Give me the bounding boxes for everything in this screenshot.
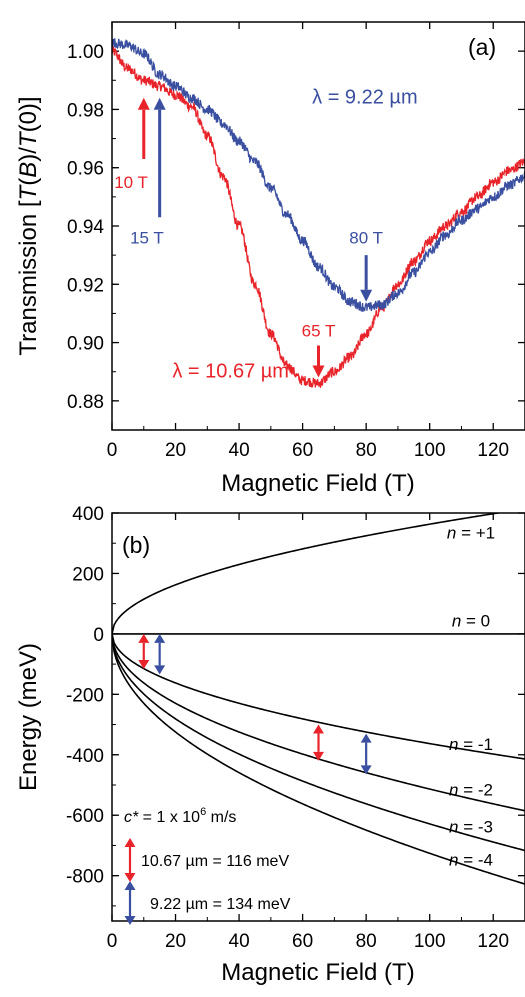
landau-level-label: n = -4: [449, 851, 493, 870]
c-star-symbol: c*: [124, 809, 139, 826]
x-tick-label: 20: [165, 931, 186, 952]
x-tick-label: 60: [292, 440, 313, 461]
x-tick-label: 40: [229, 931, 250, 952]
chart-annotation: λ = 10.67 µm: [172, 361, 289, 383]
landau-level-line: [112, 633, 525, 760]
panel-a-x-axis-label: Magnetic Field (T): [221, 470, 414, 497]
y-tick-label: 0: [93, 625, 104, 646]
transition-arrow-head-up: [313, 724, 324, 734]
y-axis-label-part: B: [15, 162, 42, 178]
x-tick-label: 100: [414, 931, 446, 952]
level-label-value: = -4: [458, 851, 493, 870]
level-label-value: = -1: [458, 735, 493, 754]
legend-arrow-head-up: [124, 881, 136, 890]
transition-arrow-head-up: [154, 633, 166, 643]
y-tick-label: -800: [66, 867, 104, 888]
level-label-n: n: [449, 735, 458, 754]
y-tick-label: -600: [66, 806, 104, 827]
y-tick-label: 400: [72, 504, 104, 525]
chart-annotation: 10 T: [114, 173, 148, 192]
y-tick-label: 0.92: [67, 275, 104, 296]
y-axis-label-part: (0)]: [15, 96, 42, 132]
landau-level-line: [112, 513, 503, 635]
y-axis-label-part: (: [15, 178, 42, 186]
level-label-n: n: [452, 611, 461, 630]
c-star-exponent: 6: [200, 806, 206, 818]
legend-arrow-head-up: [124, 838, 136, 847]
y-tick-label: 0.94: [67, 217, 104, 238]
chart-annotation: 65 T: [302, 322, 336, 341]
y-tick-label: 0.88: [67, 392, 104, 413]
level-label-n: n: [449, 781, 458, 800]
level-label-n: n: [449, 817, 458, 836]
transition-arrow-head-down: [313, 751, 324, 761]
chart-annotation: 80 T: [349, 228, 383, 247]
c-star-unit: m/s: [206, 809, 236, 826]
level-label-value: = -2: [458, 781, 493, 800]
chart-annotation: 15 T: [130, 228, 164, 247]
c-star-note: c* = 1 x 106 m/s: [124, 806, 236, 826]
field-arrow-head: [360, 289, 373, 302]
level-label-value: = 0: [461, 611, 490, 630]
y-tick-label: 0.96: [67, 159, 104, 180]
x-tick-label: 20: [165, 440, 186, 461]
transition-arrow-head-up: [360, 733, 372, 743]
legend-label: 9.22 µm = 134 meV: [150, 896, 291, 913]
panel-b-y-axis-label: Energy (meV): [15, 643, 42, 791]
level-label-value: = +1: [456, 524, 495, 543]
level-label-value: = -3: [458, 817, 493, 836]
transition-arrow-head-down: [154, 665, 166, 675]
transition-arrow-head-down: [138, 659, 150, 669]
series-line-9-22um: [112, 38, 525, 312]
y-tick-label: 0.98: [67, 100, 104, 121]
x-tick-label: 60: [292, 931, 313, 952]
panel-b-x-axis-label: Magnetic Field (T): [221, 959, 414, 986]
legend-arrow-head-down: [124, 916, 136, 925]
x-tick-label: 0: [107, 440, 118, 461]
field-arrow-head: [137, 97, 150, 110]
field-arrow-head: [312, 365, 325, 378]
field-arrow-head: [153, 97, 166, 110]
landau-level-label: n = -3: [449, 817, 493, 836]
landau-level-line: [112, 633, 525, 885]
y-tick-label: -200: [66, 685, 104, 706]
level-label-n: n: [449, 851, 458, 870]
landau-level-label: n = -2: [449, 781, 493, 800]
panel-a-label: (a): [468, 34, 496, 60]
x-tick-label: 120: [477, 440, 509, 461]
y-tick-label: 1.00: [67, 42, 104, 63]
c-star-value: = 1 x 10: [138, 809, 200, 826]
landau-level-line: [112, 633, 525, 852]
y-axis-label-part: )/: [15, 147, 42, 162]
y-tick-label: -400: [66, 746, 104, 767]
y-tick-label: 200: [72, 564, 104, 585]
x-tick-label: 40: [229, 440, 250, 461]
y-axis-label-part: T: [15, 130, 42, 147]
landau-level-label: n = 0: [452, 611, 490, 630]
panel-a-transmission-chart: 0 20 40 60 80 100 120 0.88 0.90 0.92 0.94 0.96 0.98 1…: [15, 21, 525, 497]
y-tick-label: 0.90: [67, 334, 104, 355]
level-label-n: n: [447, 524, 456, 543]
x-tick-label: 80: [356, 440, 377, 461]
x-tick-label: 80: [356, 931, 377, 952]
panel-b-label: (b): [122, 532, 150, 558]
legend-arrow-head-down: [124, 873, 136, 882]
x-tick-label: 100: [414, 440, 446, 461]
y-axis-label-part: Transmission [: [15, 200, 42, 355]
x-tick-label: 120: [477, 931, 509, 952]
landau-level-label: n = +1: [447, 524, 495, 543]
landau-level-label: n = -1: [449, 735, 493, 754]
panel-b-frame: [111, 512, 525, 922]
transition-arrow-head-down: [360, 765, 372, 775]
y-axis-label-part: T: [15, 183, 42, 200]
x-tick-label: 0: [107, 931, 118, 952]
panel-b-energy-chart: 0 20 40 60 80 100 120 400 200 0 -200 -400 -600 -800 n…: [15, 504, 525, 986]
series-line-10-67um: [112, 46, 525, 389]
panel-a-y-axis-label: Transmission [T(B)/T(0)]: [15, 96, 42, 355]
panel-a-frame: [111, 21, 525, 431]
transition-arrow-head-up: [138, 633, 150, 643]
legend-label: 10.67 µm = 116 meV: [141, 853, 289, 870]
chart-annotation: λ = 9.22 µm: [312, 87, 417, 109]
